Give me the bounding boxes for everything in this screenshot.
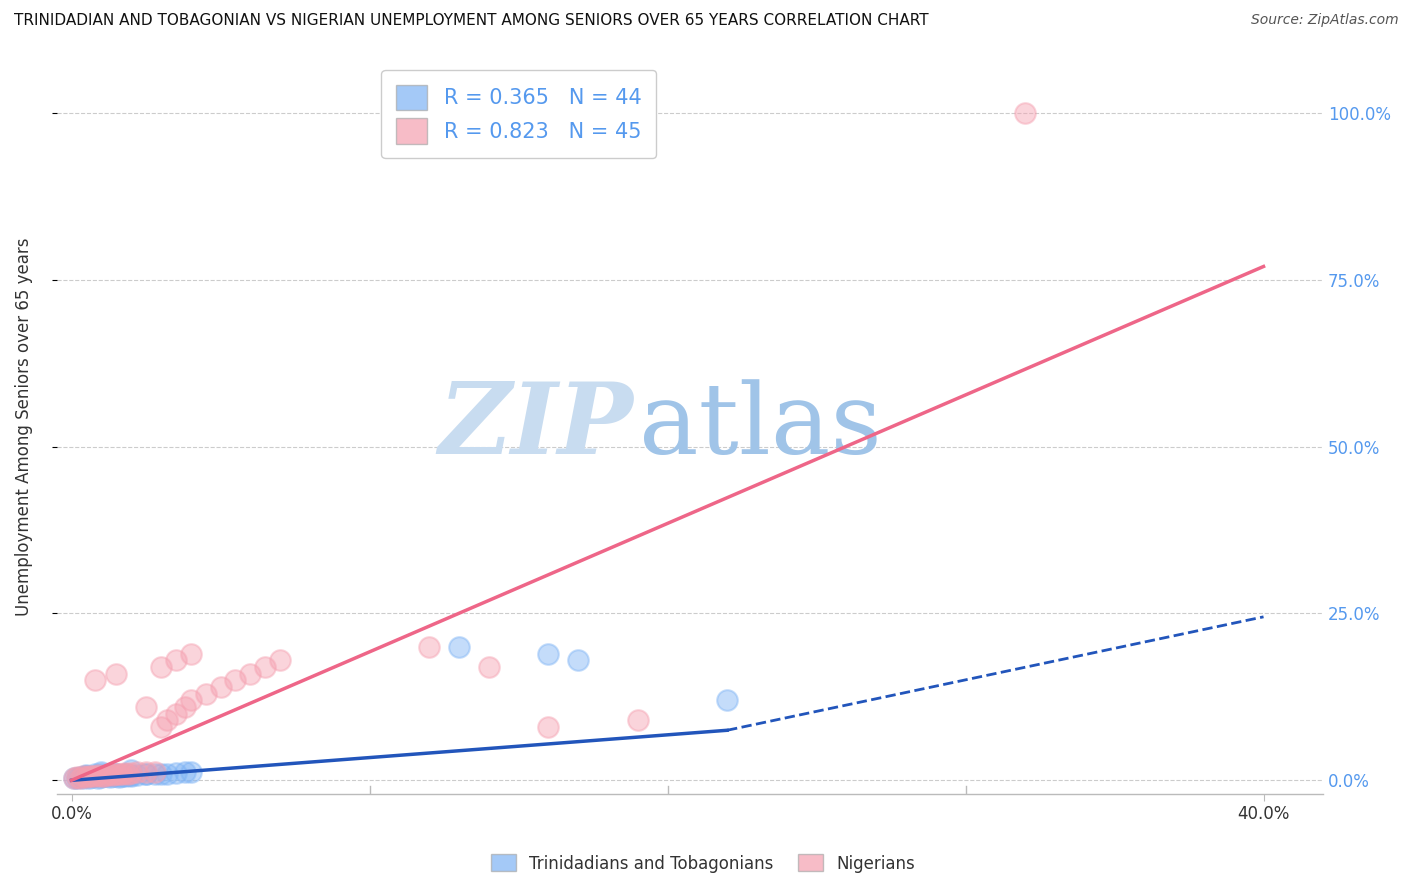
Point [72, 769, 94, 783]
Point [135, 764, 157, 779]
Point [75, 770, 97, 784]
Point [120, 768, 142, 782]
Point [209, 680, 232, 694]
Point [165, 766, 187, 780]
Point [96, 769, 118, 783]
Point [165, 706, 187, 721]
Point [111, 766, 134, 780]
Point [269, 653, 291, 667]
Point [173, 700, 195, 714]
Point [90, 765, 112, 780]
Point [82, 770, 104, 784]
Point [79, 771, 101, 785]
Point [149, 660, 172, 674]
Point [117, 766, 139, 780]
Point [105, 769, 128, 783]
Point [135, 767, 157, 781]
Point [114, 766, 136, 780]
Point [447, 640, 470, 654]
Point [120, 766, 142, 780]
Point [254, 660, 277, 674]
Point [165, 653, 187, 667]
Point [84, 767, 107, 781]
Y-axis label: Unemployment Among Seniors over 65 years: Unemployment Among Seniors over 65 years [15, 237, 32, 615]
Point [79, 769, 101, 783]
Point [87, 768, 110, 782]
Point [125, 768, 148, 782]
Point [716, 693, 738, 707]
Point [93, 769, 115, 783]
Point [90, 770, 112, 784]
Point [103, 769, 125, 783]
Point [156, 766, 179, 780]
Point [114, 769, 136, 783]
Point [135, 700, 157, 714]
Point [63, 772, 86, 786]
Point [180, 693, 202, 707]
Point [180, 647, 202, 661]
Point [627, 713, 650, 727]
Point [117, 768, 139, 782]
Text: atlas: atlas [640, 379, 882, 475]
Point [143, 765, 166, 780]
Point [66, 770, 89, 784]
Point [105, 767, 128, 781]
Point [66, 771, 89, 785]
Point [84, 769, 107, 783]
Legend: R = 0.365   N = 44, R = 0.823   N = 45: R = 0.365 N = 44, R = 0.823 N = 45 [381, 70, 657, 159]
Point [90, 769, 112, 783]
Point [114, 766, 136, 780]
Text: Source: ZipAtlas.com: Source: ZipAtlas.com [1251, 13, 1399, 28]
Point [105, 766, 128, 780]
Point [125, 765, 148, 780]
Point [82, 769, 104, 783]
Point [69, 770, 91, 784]
Point [103, 768, 125, 782]
Point [87, 771, 110, 785]
Point [72, 772, 94, 786]
Point [90, 766, 112, 780]
Legend: Trinidadians and Tobagonians, Nigerians: Trinidadians and Tobagonians, Nigerians [484, 847, 922, 880]
Point [98, 767, 121, 781]
Point [75, 769, 97, 783]
Point [98, 770, 121, 784]
Point [537, 647, 560, 661]
Point [194, 687, 217, 701]
Point [105, 666, 128, 681]
Point [111, 769, 134, 783]
Point [173, 765, 195, 780]
Point [567, 653, 589, 667]
Point [75, 769, 97, 783]
Point [224, 673, 246, 688]
Point [84, 769, 107, 783]
Point [418, 640, 440, 654]
Point [156, 713, 179, 727]
Point [1014, 106, 1036, 120]
Point [239, 666, 262, 681]
Point [63, 772, 86, 786]
Point [84, 673, 107, 688]
Point [96, 768, 118, 782]
Point [180, 765, 202, 780]
Point [143, 766, 166, 780]
Point [108, 767, 131, 781]
Point [149, 720, 172, 734]
Point [69, 771, 91, 785]
Point [75, 768, 97, 782]
Point [120, 764, 142, 778]
Point [96, 768, 118, 782]
Text: TRINIDADIAN AND TOBAGONIAN VS NIGERIAN UNEMPLOYMENT AMONG SENIORS OVER 65 YEARS : TRINIDADIAN AND TOBAGONIAN VS NIGERIAN U… [14, 13, 929, 29]
Text: ZIP: ZIP [437, 378, 633, 475]
Point [108, 770, 131, 784]
Point [537, 720, 560, 734]
Point [120, 769, 142, 783]
Point [149, 767, 172, 781]
Point [93, 769, 115, 783]
Point [478, 660, 501, 674]
Point [135, 767, 157, 781]
Point [105, 766, 128, 780]
